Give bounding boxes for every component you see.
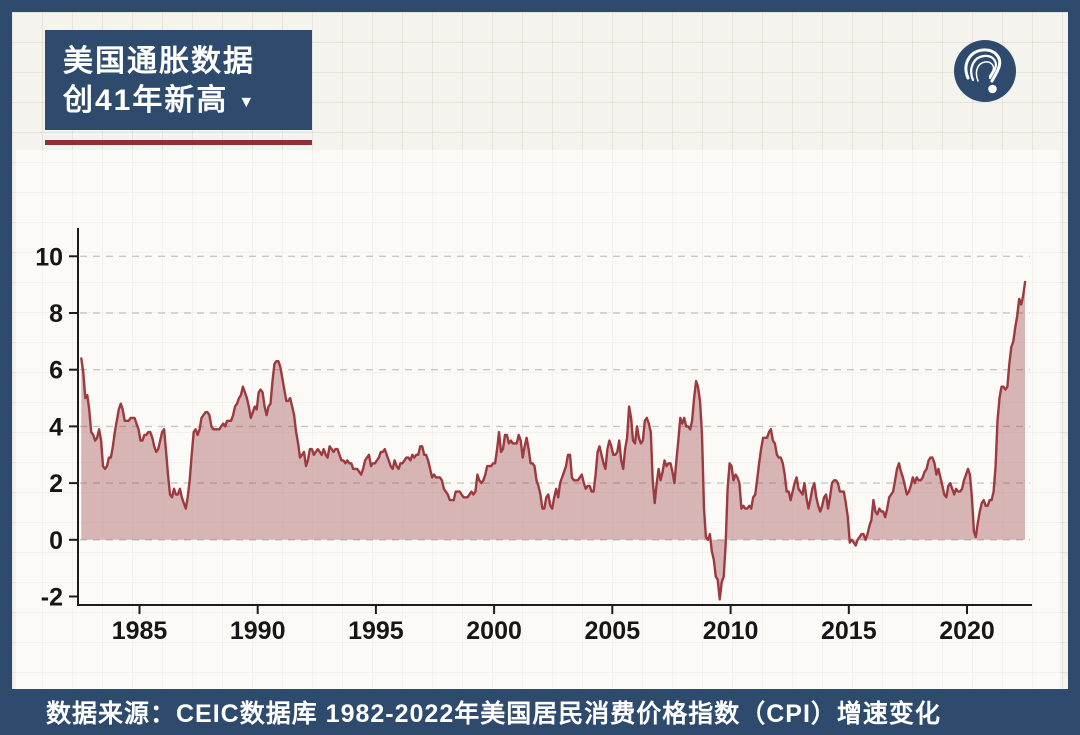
svg-text:1990: 1990 bbox=[230, 617, 286, 645]
source-footer: 数据来源：CEIC数据库 1982-2022年美国居民消费价格指数（CPI）增速… bbox=[12, 689, 1068, 735]
svg-text:2000: 2000 bbox=[466, 617, 522, 645]
title-line-1: 美国通胀数据 bbox=[63, 45, 255, 78]
svg-text:8: 8 bbox=[49, 300, 63, 328]
svg-text:-2: -2 bbox=[41, 584, 63, 612]
dropdown-triangle-icon: ▼ bbox=[238, 94, 255, 111]
svg-text:2: 2 bbox=[49, 470, 63, 498]
title-underline bbox=[45, 140, 312, 145]
svg-text:0: 0 bbox=[49, 527, 63, 555]
title-badge: 美国通胀数据 创41年新高 ▼ bbox=[45, 30, 312, 130]
brand-logo-icon bbox=[954, 40, 1016, 102]
svg-text:10: 10 bbox=[35, 243, 63, 271]
source-text: 数据来源：CEIC数据库 1982-2022年美国居民消费价格指数（CPI）增速… bbox=[46, 700, 941, 728]
svg-text:4: 4 bbox=[49, 413, 63, 441]
svg-text:2015: 2015 bbox=[821, 617, 877, 645]
title-line-2-text: 创41年新高 bbox=[63, 84, 229, 117]
svg-text:2020: 2020 bbox=[939, 617, 995, 645]
cpi-area-chart: -2 0 2 4 6 8 10 1985 1990 1995 2000 2005 2010 2015 202… bbox=[16, 150, 1060, 689]
svg-text:2005: 2005 bbox=[584, 617, 640, 645]
svg-text:6: 6 bbox=[49, 357, 63, 385]
title-line-2: 创41年新高 ▼ bbox=[63, 81, 294, 122]
svg-text:1985: 1985 bbox=[112, 617, 168, 645]
svg-text:2010: 2010 bbox=[703, 617, 759, 645]
svg-text:1995: 1995 bbox=[348, 617, 404, 645]
